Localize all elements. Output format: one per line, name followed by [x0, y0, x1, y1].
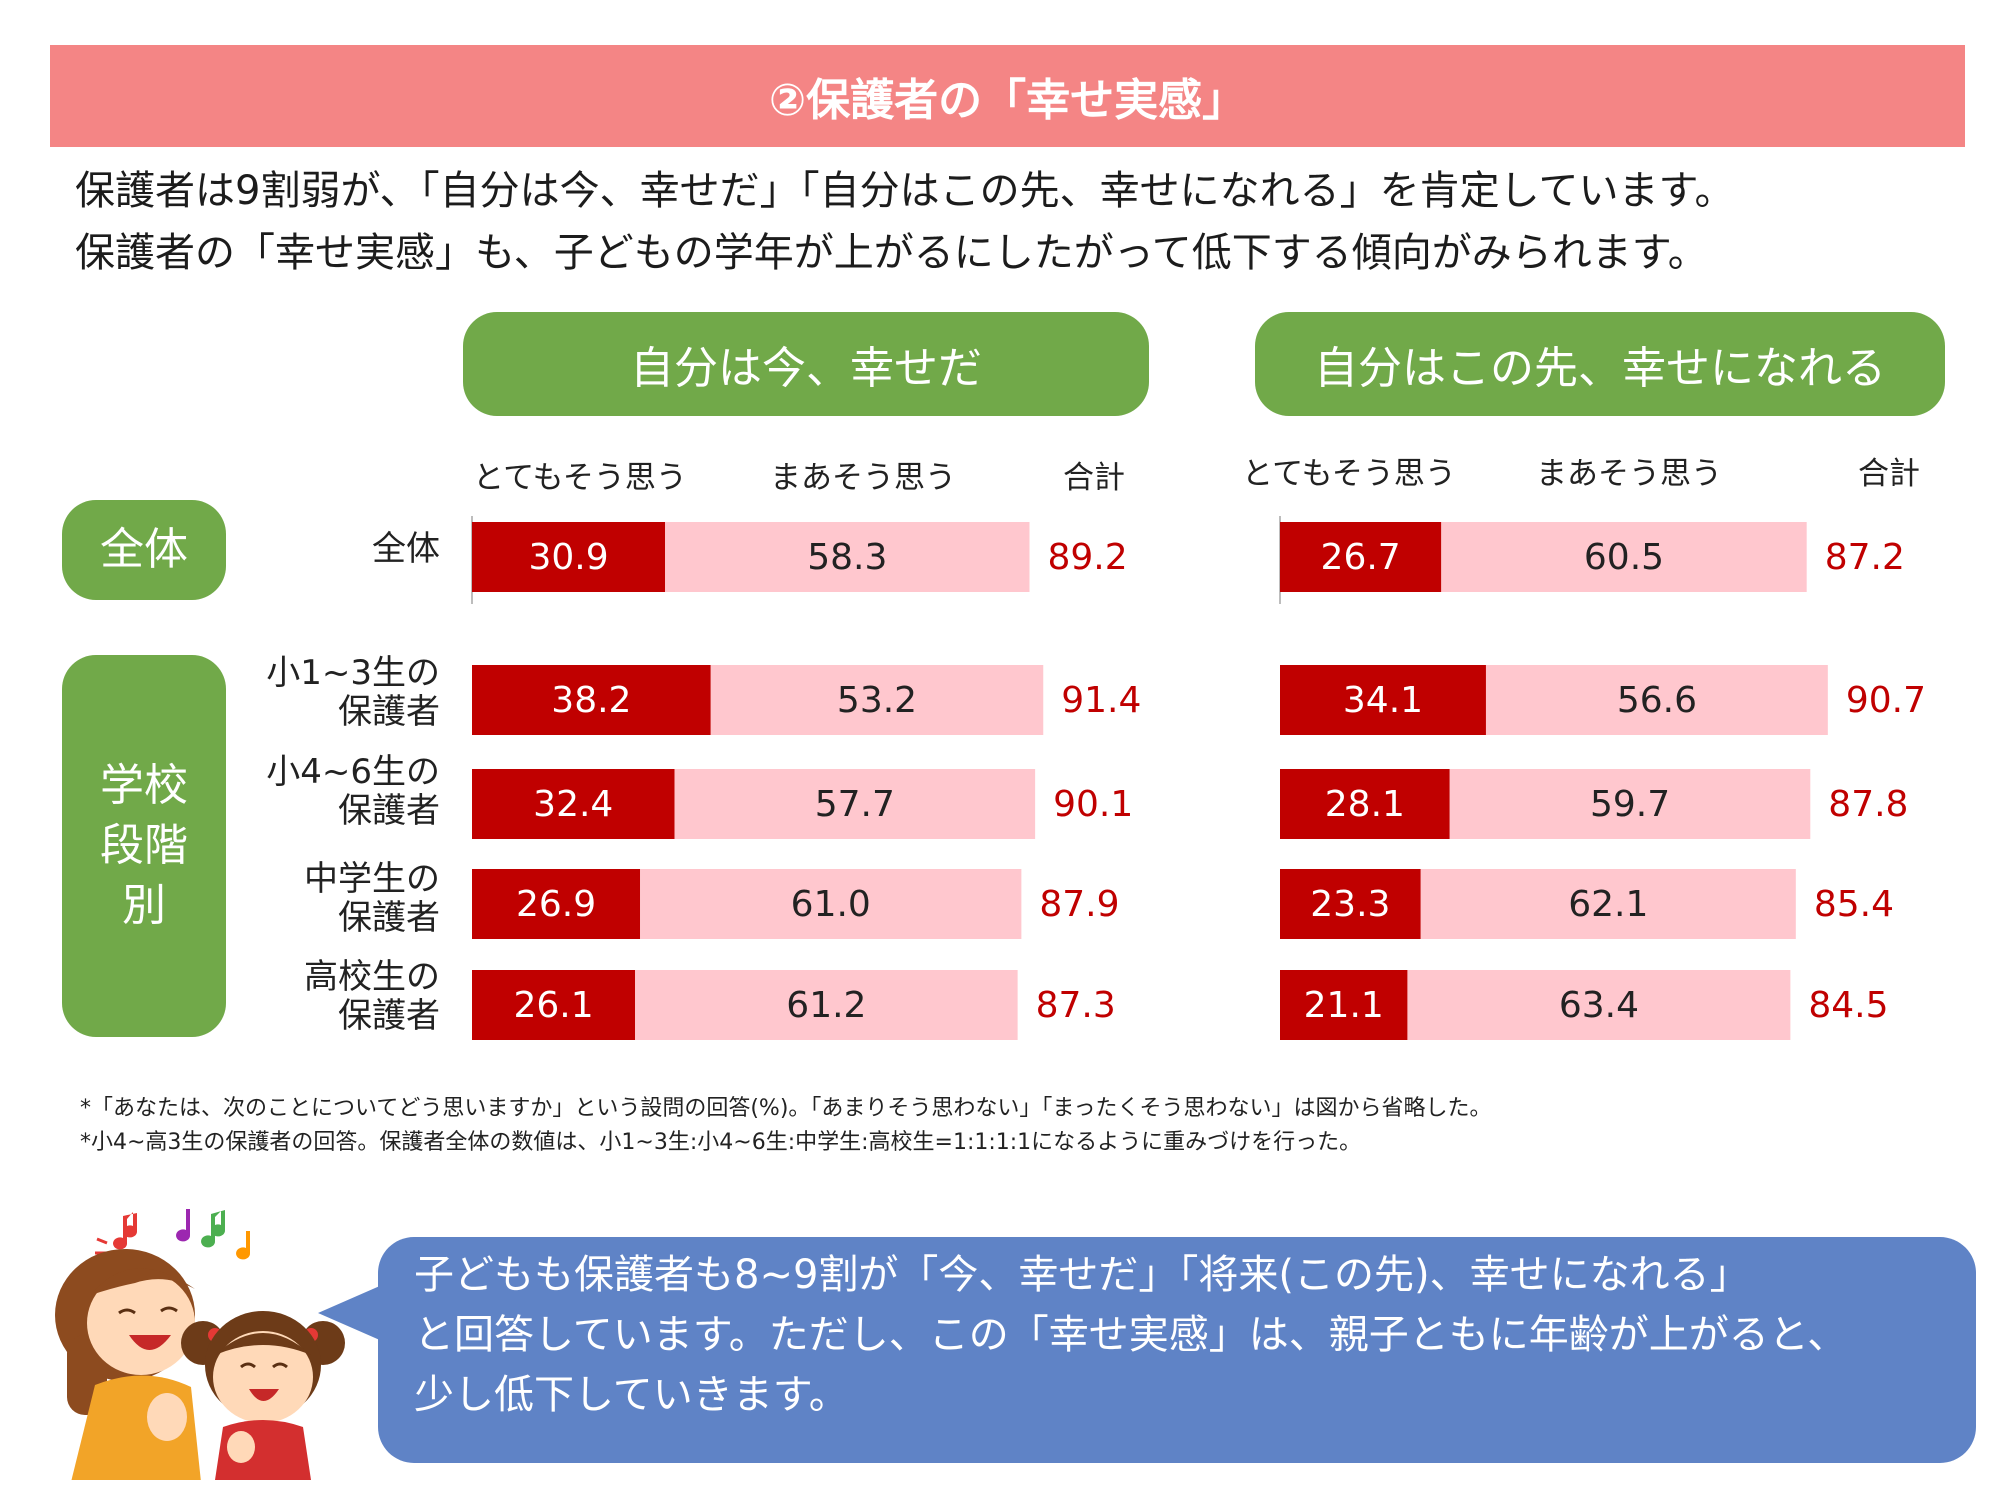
page-title: ②保護者の「幸せ実感」 [50, 45, 1965, 147]
bar-somewhat-right-4 [1407, 970, 1791, 1040]
bar-somewhat-right-0 [1441, 522, 1807, 592]
label-somewhat-right-1: 56.6 [1617, 680, 1697, 721]
bar-somewhat-right-2 [1449, 769, 1811, 839]
label-total-left-1: 91.4 [1061, 680, 1141, 721]
summary-speech-bubble: 子どもも保護者も8~9割が「今、幸せだ」「将来(この先)、幸せになれる」 と回答… [378, 1237, 1976, 1463]
label-total-left-3: 87.9 [1039, 884, 1119, 925]
mother-figure [55, 1249, 201, 1480]
summary-line-1: 子どもも保護者も8~9割が「今、幸せだ」「将来(この先)、幸せになれる」 [414, 1252, 1750, 1298]
music-notes-icon [95, 1209, 251, 1260]
label-somewhat-left-1: 53.2 [837, 680, 917, 721]
label-somewhat-right-2: 59.7 [1590, 784, 1670, 825]
label-total-right-2: 87.8 [1828, 784, 1908, 825]
mother-and-daughter-singing-illustration [55, 1209, 345, 1480]
label-total-left-0: 89.2 [1048, 537, 1128, 578]
group-label-overall: 全体 [62, 500, 226, 600]
row-label-elem-1-3: 小1~3生の 保護者 [266, 653, 440, 732]
label-somewhat-right-4: 63.4 [1559, 985, 1639, 1026]
label-very-left-3: 26.9 [516, 884, 596, 925]
label-total-right-4: 84.5 [1808, 985, 1888, 1026]
label-total-right-1: 90.7 [1846, 680, 1926, 721]
col-header-somewhat-right: まあそう思う [1536, 456, 1722, 492]
label-total-right-3: 85.4 [1814, 884, 1894, 925]
bar-somewhat-right-3 [1420, 869, 1796, 939]
summary-line-3: 少し低下していきます。 [414, 1372, 849, 1418]
col-header-somewhat-left: まあそう思う [770, 460, 956, 496]
label-total-right-0: 87.2 [1825, 537, 1905, 578]
col-header-very-right: とてもそう思う [1242, 456, 1456, 492]
intro-line-2: 保護者の「幸せ実感」も、子どもの学年が上がるにしたがって低下する傾向がみられます… [75, 230, 1708, 276]
bar-very-right-4 [1280, 970, 1408, 1040]
col-header-very-left: とてもそう思う [473, 460, 687, 496]
label-very-right-4: 21.1 [1304, 985, 1384, 1026]
bar-very-right-0 [1280, 522, 1442, 592]
bar-very-left-0 [472, 522, 666, 592]
daughter-figure [181, 1311, 345, 1480]
bar-very-right-2 [1280, 769, 1450, 839]
label-somewhat-left-4: 61.2 [786, 985, 866, 1026]
bar-very-left-2 [472, 769, 675, 839]
footnote-2: *小4~高3生の保護者の回答。保護者全体の数値は、小1~3生:小4~6生:中学生… [80, 1130, 1362, 1155]
row-label-elem-4-6: 小4~6生の 保護者 [266, 752, 440, 831]
label-somewhat-right-3: 62.1 [1568, 884, 1648, 925]
bar-somewhat-left-1 [710, 665, 1044, 735]
bar-very-left-3 [472, 869, 641, 939]
bar-very-left-4 [472, 970, 636, 1040]
label-very-right-2: 28.1 [1325, 784, 1405, 825]
col-header-total-left: 合計 [1063, 460, 1125, 496]
label-very-left-4: 26.1 [513, 985, 593, 1026]
bar-somewhat-left-2 [674, 769, 1036, 839]
bar-somewhat-left-3 [640, 869, 1022, 939]
footnote-1: *「あなたは、次のことについてどう思いますか」という設問の回答(%)。「あまりそ… [80, 1096, 1492, 1121]
chart-title-now: 自分は今、幸せだ [463, 312, 1149, 416]
bar-very-left-1 [472, 665, 711, 735]
label-very-left-2: 32.4 [533, 784, 613, 825]
chart-title-future: 自分はこの先、幸せになれる [1255, 312, 1945, 416]
label-very-right-3: 23.3 [1310, 884, 1390, 925]
row-label-overall: 全体 [372, 529, 440, 569]
bar-very-right-1 [1280, 665, 1486, 735]
label-very-left-1: 38.2 [551, 680, 631, 721]
col-header-total-right: 合計 [1858, 456, 1920, 492]
label-very-right-1: 34.1 [1343, 680, 1423, 721]
summary-line-2: と回答しています。ただし、この「幸せ実感」は、親子ともに年齢が上がると、 [414, 1312, 1848, 1358]
row-label-junior-high: 中学生の 保護者 [304, 859, 440, 938]
label-somewhat-left-3: 61.0 [791, 884, 871, 925]
intro-line-1: 保護者は9割弱が、「自分は今、幸せだ」「自分はこの先、幸せになれる」を肯定してい… [75, 168, 1735, 214]
label-somewhat-left-0: 58.3 [807, 537, 887, 578]
label-very-right-0: 26.7 [1321, 537, 1401, 578]
speech-bubble-tail [318, 1285, 382, 1341]
bar-very-right-3 [1280, 869, 1421, 939]
bar-somewhat-left-0 [665, 522, 1030, 592]
bar-somewhat-right-1 [1485, 665, 1828, 735]
label-total-left-4: 87.3 [1036, 985, 1116, 1026]
label-somewhat-right-0: 60.5 [1584, 537, 1664, 578]
group-label-school-stage: 学校 段階 別 [62, 655, 226, 1037]
row-label-high-school: 高校生の 保護者 [304, 957, 440, 1036]
label-somewhat-left-2: 57.7 [815, 784, 895, 825]
label-very-left-0: 30.9 [528, 537, 608, 578]
bar-somewhat-left-4 [635, 970, 1018, 1040]
label-total-left-2: 90.1 [1053, 784, 1133, 825]
